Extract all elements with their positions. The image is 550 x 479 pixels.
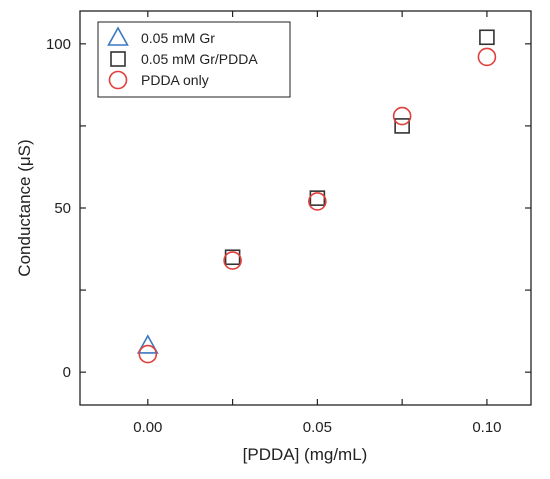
legend-entries: 0.05 mM Gr 0.05 mM Gr/PDDA PDDA only bbox=[107, 26, 258, 90]
point-triangle-series-0 bbox=[136, 334, 159, 354]
x-axis-label: [PDDA] (mg/mL) bbox=[243, 445, 368, 464]
point-square-series-1 bbox=[479, 29, 495, 46]
legend: 0.05 mM Gr 0.05 mM Gr/PDDA PDDA only bbox=[97, 21, 291, 98]
point-circle-series-2 bbox=[477, 47, 497, 67]
legend-marker-triangle bbox=[107, 26, 129, 46]
ticks-layer: 0.00 0.05 0.10 0 50 100 bbox=[46, 11, 531, 436]
y-tick-label: 0 bbox=[63, 364, 71, 381]
legend-label: PDDA only bbox=[141, 72, 209, 88]
legend-label: 0.05 mM Gr/PDDA bbox=[141, 51, 258, 67]
point-circle-series-2 bbox=[138, 344, 158, 364]
y-axis-label: Conductance (μS) bbox=[15, 139, 34, 276]
point-circle-series-2 bbox=[392, 106, 412, 126]
marks-layer bbox=[136, 29, 497, 364]
x-tick-label: 0.00 bbox=[133, 419, 162, 436]
legend-box bbox=[97, 21, 291, 98]
point-square-series-1 bbox=[394, 118, 410, 134]
x-tick-label: 0.05 bbox=[303, 419, 332, 436]
legend-label: 0.05 mM Gr bbox=[141, 30, 215, 46]
point-circle-series-2 bbox=[308, 192, 327, 211]
x-tick-label: 0.10 bbox=[472, 419, 501, 436]
legend-marker-circle bbox=[108, 70, 128, 90]
y-tick-label: 100 bbox=[46, 36, 71, 53]
point-circle-series-2 bbox=[223, 251, 242, 270]
y-tick-label: 50 bbox=[54, 200, 71, 217]
legend-marker-square bbox=[110, 51, 126, 67]
